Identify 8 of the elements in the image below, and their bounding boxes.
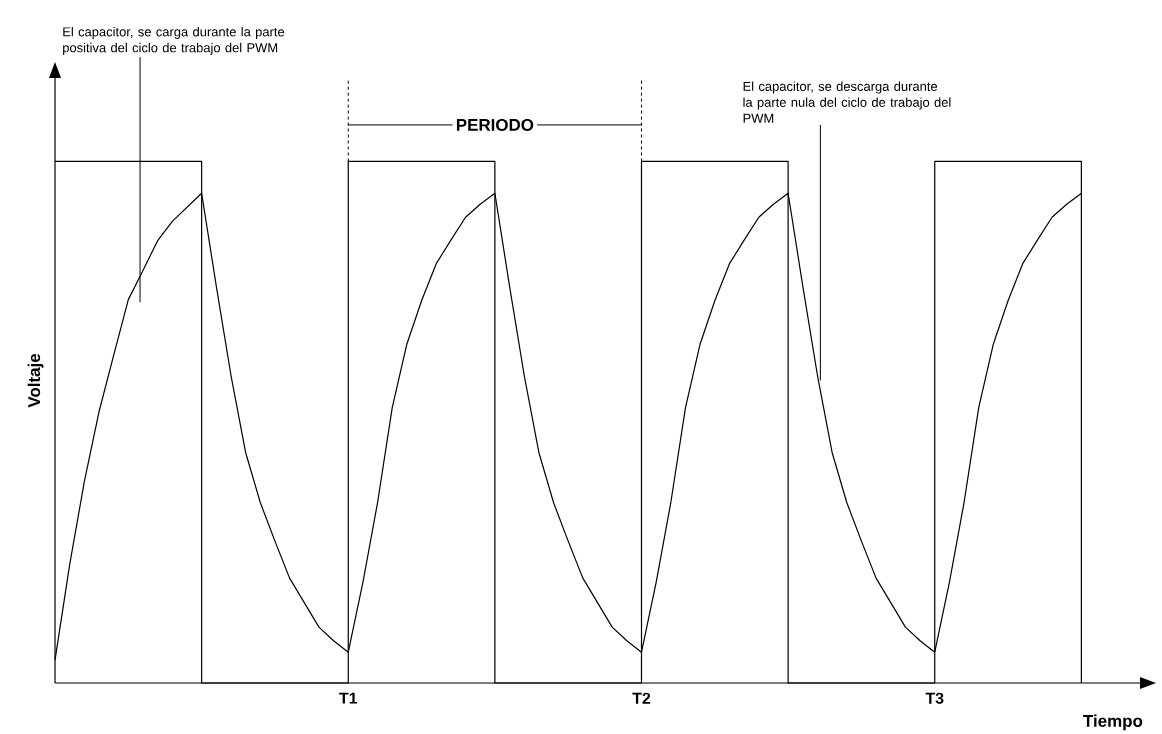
text: El capacitor, se descarga durante la parte nula del ciclo de trabajo del PWM bbox=[743, 81, 951, 123]
x-tick-label: T3 bbox=[925, 692, 944, 704]
text: PERIODO bbox=[456, 118, 534, 131]
text: El capacitor, se carga durante la parte positiva del ciclo de trabajo del PWM bbox=[63, 26, 285, 55]
y-axis-title: Voltaje bbox=[27, 353, 44, 408]
x-axis-title: Tiempo bbox=[1083, 714, 1143, 731]
x-tick-label: T1 bbox=[339, 692, 358, 704]
x-tick-label: T2 bbox=[632, 692, 651, 704]
